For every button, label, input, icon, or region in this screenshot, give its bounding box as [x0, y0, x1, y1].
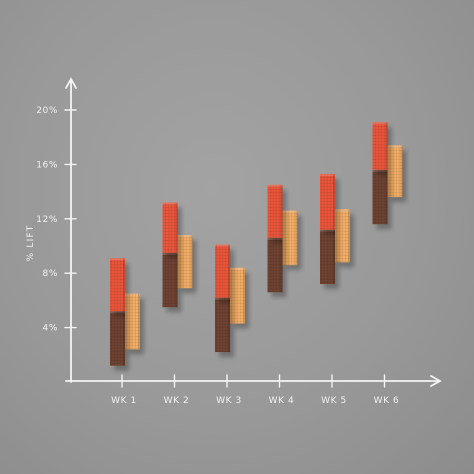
bar-segment	[320, 173, 335, 230]
x-tick-label: WK 6	[374, 396, 400, 406]
x-tick-label: WK 1	[111, 396, 137, 406]
bar-segment	[110, 258, 125, 312]
bar-segment	[267, 184, 283, 238]
bar-segment	[267, 237, 283, 293]
bar-segment	[372, 169, 388, 225]
bar-segment	[282, 210, 298, 266]
y-axis	[65, 77, 77, 383]
bars	[110, 122, 403, 366]
x-tick-label: WK 4	[269, 396, 295, 406]
bar-segment	[320, 229, 335, 285]
bar-segment	[387, 145, 403, 198]
x-tick-label: WK 3	[216, 396, 242, 406]
bar-segment	[162, 252, 178, 308]
bar-segment	[162, 202, 178, 253]
x-ticks: WK 1 WK 2 WK 3 WK 4 WK 5 WK 6	[111, 374, 400, 406]
y-ticks: 4% 8% 12% 16% 20%	[36, 106, 77, 334]
bar-segment	[230, 267, 245, 324]
bar-segment	[125, 293, 140, 350]
bar-segment	[110, 311, 125, 366]
bar-segment	[215, 297, 230, 353]
y-axis-arrow-icon	[65, 77, 77, 89]
x-tick-label: WK 2	[164, 396, 190, 406]
bar-segment	[372, 122, 388, 170]
bar-segment	[177, 235, 193, 289]
x-axis-arrow-icon	[430, 375, 442, 387]
x-tick-label: WK 5	[321, 396, 347, 406]
y-tick-label: 4%	[43, 324, 58, 334]
y-tick-label: 20%	[36, 106, 58, 116]
y-tick-label: 12%	[36, 215, 58, 225]
y-tick-label: 16%	[36, 160, 58, 170]
y-tick-label: 8%	[43, 269, 58, 279]
bar-segment	[335, 209, 350, 263]
bar-segment	[215, 244, 230, 298]
y-axis-title: % LIFT	[26, 225, 36, 262]
x-axis	[65, 375, 442, 387]
